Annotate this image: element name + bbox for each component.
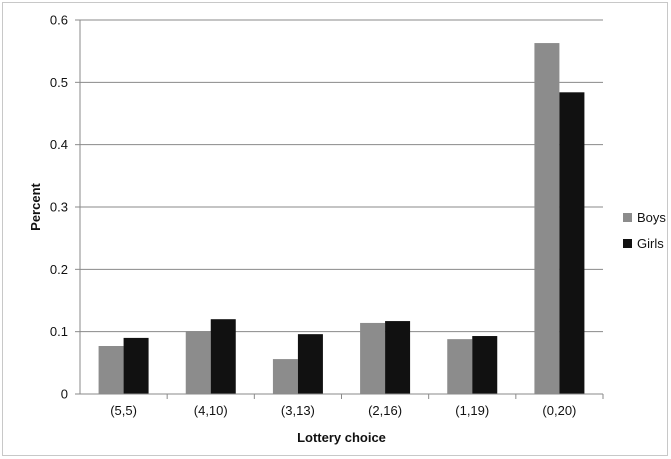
legend-swatch-girls xyxy=(623,239,632,248)
x-tick-label: (2,16) xyxy=(368,403,402,418)
bar-girls xyxy=(297,334,323,394)
y-tick-labels: 0 0.1 0.2 0.3 0.4 0.5 0.6 xyxy=(50,13,68,402)
bar-boys xyxy=(447,339,473,394)
y-axis-label: Percent xyxy=(28,182,43,230)
bar-girls xyxy=(559,92,585,394)
bar-boys xyxy=(534,43,560,395)
x-tick-label: (5,5) xyxy=(110,403,137,418)
legend: Boys Girls xyxy=(623,210,666,251)
y-tick-label: 0.4 xyxy=(50,137,68,152)
y-tick-label: 0 xyxy=(61,387,68,402)
legend-label-boys: Boys xyxy=(637,210,666,225)
y-tick-label: 0.6 xyxy=(50,13,68,28)
gridlines xyxy=(75,19,604,399)
bar-boys xyxy=(360,322,386,394)
legend-swatch-boys xyxy=(623,213,632,222)
x-tick-label: (1,19) xyxy=(455,403,489,418)
bar-girls xyxy=(472,336,498,394)
bar-girls xyxy=(123,337,149,394)
bar-boys xyxy=(272,359,298,394)
bar-boys xyxy=(185,331,211,394)
x-axis-label: Lottery choice xyxy=(297,430,386,445)
x-tick-labels: (5,5) (4,10) (3,13) (2,16) (1,19) (0,20) xyxy=(110,403,576,418)
bars xyxy=(98,43,585,395)
bar-girls xyxy=(210,319,236,394)
x-tick-label: (4,10) xyxy=(194,403,228,418)
bar-boys xyxy=(98,346,124,394)
y-tick-label: 0.2 xyxy=(50,262,68,277)
y-tick-label: 0.1 xyxy=(50,324,68,339)
y-tick-label: 0.5 xyxy=(50,75,68,90)
x-tick-label: (3,13) xyxy=(281,403,315,418)
y-tick-label: 0.3 xyxy=(50,200,68,215)
bar-girls xyxy=(385,321,411,394)
legend-label-girls: Girls xyxy=(637,236,664,251)
x-tick-label: (0,20) xyxy=(542,403,576,418)
